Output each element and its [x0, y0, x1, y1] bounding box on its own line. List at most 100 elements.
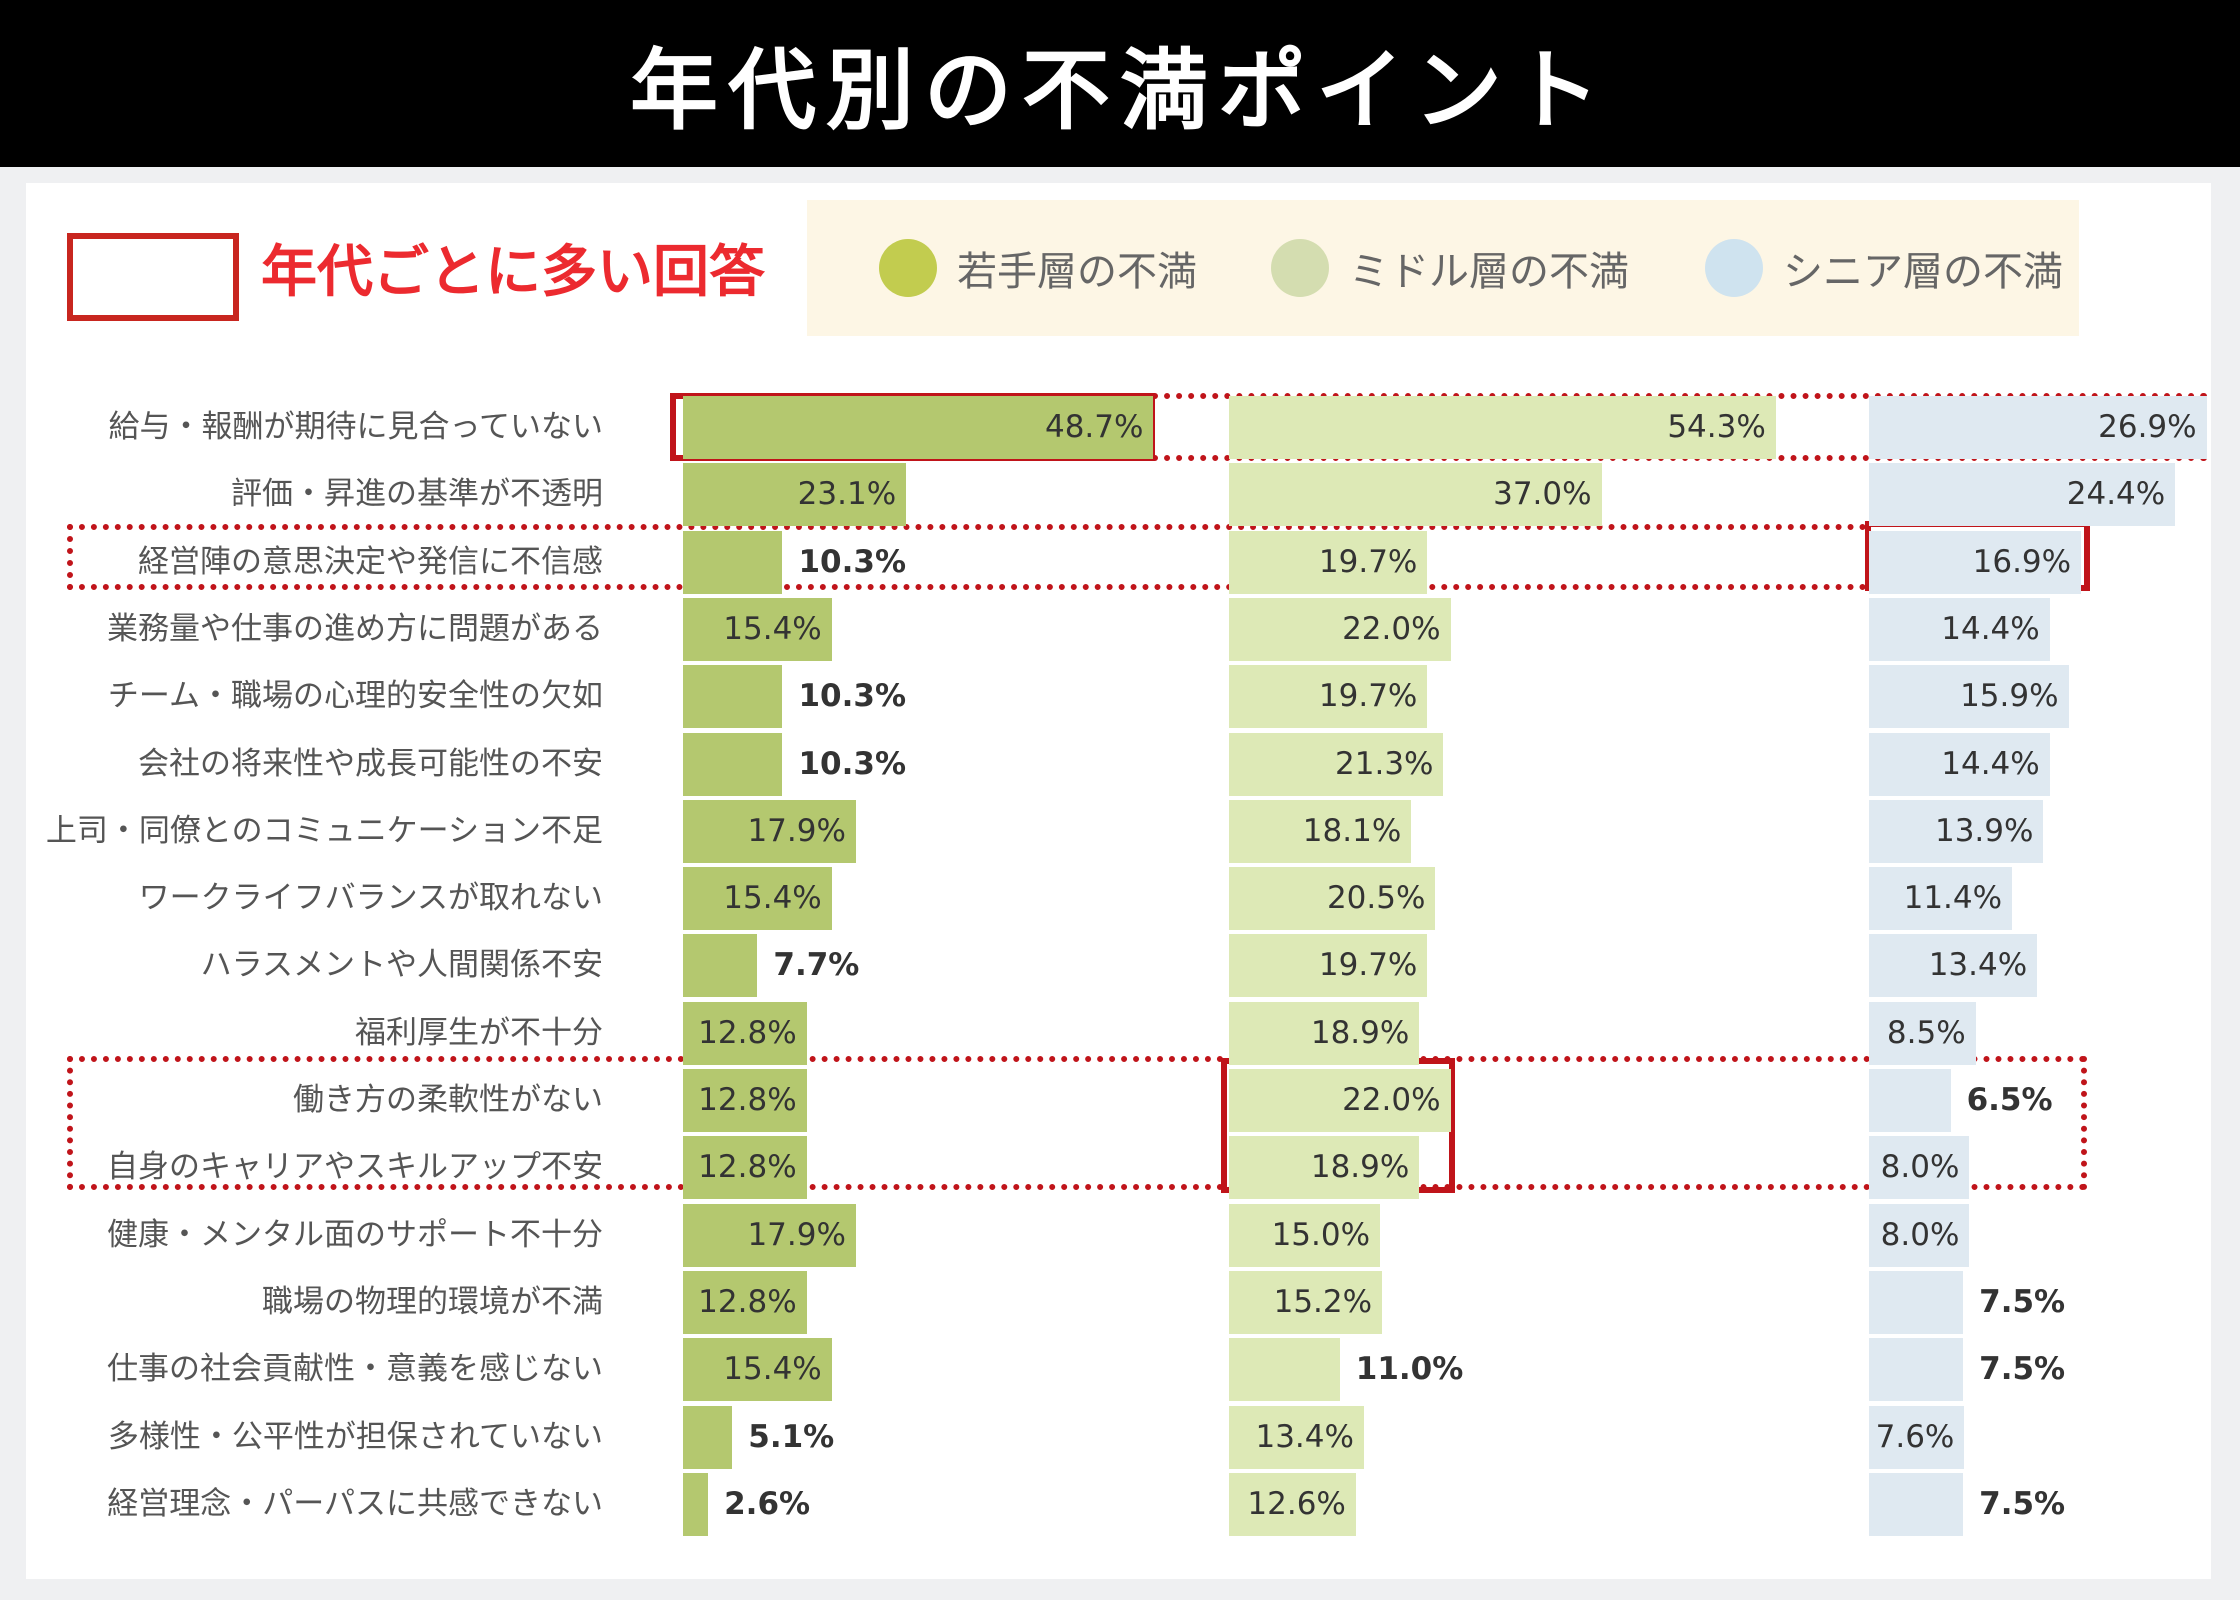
data-label-young: 15.4% [723, 611, 822, 647]
legend-label-senior: シニア層の不満 [1783, 249, 2063, 295]
category-label: 業務量や仕事の進め方に問題がある [107, 611, 603, 647]
data-label-middle: 22.0% [1342, 1082, 1441, 1118]
data-label-middle: 21.3% [1335, 746, 1434, 782]
bar-middle [1229, 665, 1428, 728]
bar-young [683, 1473, 709, 1536]
bar-senior [1869, 1271, 1964, 1334]
data-label-middle: 54.3% [1667, 409, 1766, 445]
category-label: 多様性・公平性が担保されていない [107, 1419, 603, 1455]
category-label: 経営陣の意思決定や発信に不信感 [138, 544, 603, 580]
bar-young [683, 1002, 807, 1065]
data-label-senior: 8.5% [1886, 1015, 1966, 1051]
bar-young [683, 598, 832, 661]
data-label-young: 23.1% [797, 476, 897, 512]
bar-middle [1229, 733, 1444, 796]
data-label-middle: 20.5% [1326, 880, 1426, 916]
bar-young [683, 1136, 807, 1199]
category-label: 自身のキャリアやスキルアップ不安 [107, 1149, 603, 1185]
data-label-young: 17.9% [747, 1217, 846, 1253]
legend-item-senior: シニア層の不満 [1705, 200, 2063, 336]
data-label-senior: 14.4% [1941, 611, 2040, 647]
data-label-senior: 16.9% [1972, 544, 2072, 580]
data-label-young: 10.3% [798, 544, 907, 580]
bar-young [683, 1271, 807, 1334]
data-label-middle: 13.4% [1255, 1419, 1354, 1455]
data-label-young: 12.8% [698, 1149, 797, 1185]
data-label-middle: 15.2% [1273, 1284, 1373, 1320]
category-label: 会社の将来性や成長可能性の不安 [138, 746, 603, 782]
data-label-middle: 18.9% [1310, 1149, 1410, 1185]
bar-senior [1869, 463, 2176, 526]
data-label-senior: 7.6% [1875, 1419, 1955, 1455]
data-label-young: 5.1% [748, 1419, 835, 1455]
legend-dot-middle [1271, 239, 1329, 297]
category-label: 給与・報酬が期待に見合っていない [108, 409, 603, 445]
bar-young [683, 1338, 832, 1401]
data-label-senior: 14.4% [1941, 746, 2040, 782]
data-label-senior: 24.4% [2066, 476, 2166, 512]
category-label: 福利厚生が不十分 [355, 1015, 603, 1051]
page-title: 年代別の不満ポイント [629, 39, 1610, 142]
data-label-senior: 7.5% [1979, 1486, 2066, 1522]
data-label-middle: 19.7% [1318, 947, 1418, 983]
bar-senior [1869, 1204, 1970, 1267]
data-label-young: 12.8% [698, 1015, 797, 1051]
data-label-middle: 12.6% [1247, 1486, 1346, 1522]
bar-senior [1869, 531, 2082, 594]
bar-young [683, 531, 783, 594]
bar-middle [1229, 867, 1436, 930]
data-label-middle: 18.9% [1310, 1015, 1410, 1051]
legend-label-middle: ミドル層の不満 [1349, 249, 1629, 295]
bar-senior [1869, 396, 2207, 459]
data-label-young: 10.3% [798, 678, 907, 714]
highlight-key-swatch [67, 233, 239, 321]
data-label-young: 10.3% [798, 746, 907, 782]
bar-young [683, 733, 783, 796]
data-label-senior: 7.5% [1979, 1351, 2066, 1387]
bar-young [683, 396, 1154, 459]
data-label-middle: 19.7% [1318, 544, 1418, 580]
bar-middle [1229, 1473, 1356, 1536]
data-label-young: 7.7% [773, 947, 860, 983]
bar-middle [1229, 531, 1428, 594]
legend-dot-senior [1705, 239, 1763, 297]
data-label-senior: 6.5% [1966, 1082, 2053, 1118]
bar-middle [1229, 1136, 1420, 1199]
category-label: 上司・同僚とのコミュニケーション不足 [45, 813, 603, 849]
bar-senior [1869, 1136, 1970, 1199]
bar-middle [1229, 1338, 1340, 1401]
data-label-middle: 11.0% [1355, 1351, 1464, 1387]
bar-middle [1229, 1204, 1381, 1267]
data-label-senior: 11.4% [1903, 880, 2003, 916]
bar-young [683, 1069, 807, 1132]
bar-young [683, 1204, 856, 1267]
data-label-middle: 15.0% [1271, 1217, 1371, 1253]
category-label: 仕事の社会貢献性・意義を感じない [107, 1351, 603, 1387]
bar-young [683, 463, 907, 526]
data-label-middle: 22.0% [1342, 611, 1441, 647]
bar-senior [1869, 1002, 1976, 1065]
bar-middle [1229, 463, 1602, 526]
data-label-young: 48.7% [1044, 409, 1144, 445]
bar-middle [1229, 1406, 1364, 1469]
bar-senior [1869, 867, 2013, 930]
data-label-young: 17.9% [747, 813, 846, 849]
bar-senior [1869, 598, 2050, 661]
data-label-senior: 26.9% [2098, 409, 2197, 445]
legend-label-young: 若手層の不満 [957, 249, 1197, 295]
title-bar: 年代別の不満ポイント [0, 0, 2240, 167]
legend-dot-young [879, 239, 937, 297]
category-label: ハラスメントや人間関係不安 [200, 947, 603, 983]
bar-senior [1869, 1473, 1964, 1536]
data-label-young: 12.8% [698, 1284, 797, 1320]
category-label: 評価・昇進の基準が不透明 [231, 476, 603, 512]
bar-young [683, 1406, 733, 1469]
bar-middle [1229, 934, 1428, 997]
bar-young [683, 800, 856, 863]
bar-middle [1229, 396, 1776, 459]
bar-middle [1229, 598, 1451, 661]
data-label-young: 12.8% [698, 1082, 797, 1118]
category-label: 健康・メンタル面のサポート不十分 [107, 1217, 603, 1253]
bar-senior [1869, 934, 2038, 997]
data-label-young: 15.4% [723, 880, 822, 916]
